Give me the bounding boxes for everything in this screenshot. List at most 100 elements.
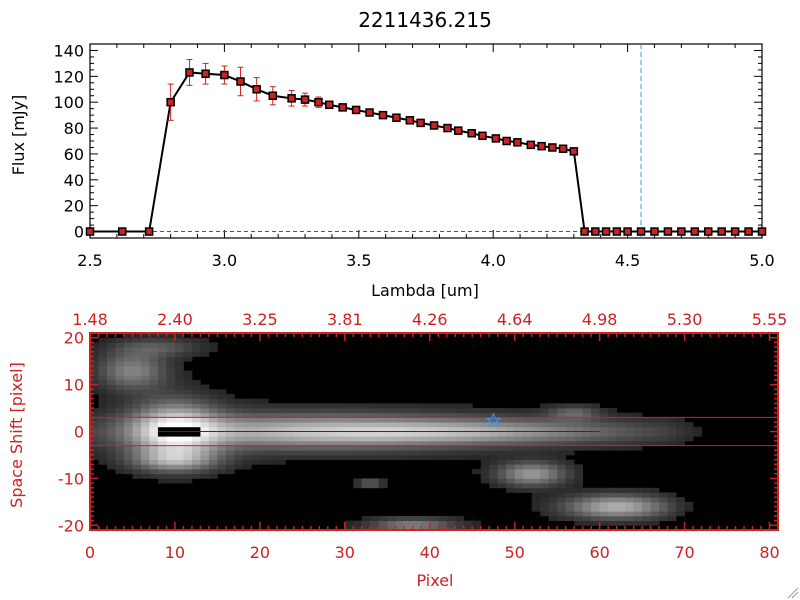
image-cell	[548, 478, 558, 484]
image-cell	[132, 412, 142, 418]
image-cell	[582, 511, 592, 517]
image-cell	[531, 487, 541, 493]
image-cell	[574, 426, 584, 432]
image-cell	[472, 445, 482, 451]
image-cell	[574, 436, 584, 442]
top-data-point	[513, 138, 522, 147]
image-cell	[370, 417, 380, 423]
image-cell	[208, 412, 218, 418]
image-cell	[327, 445, 337, 451]
image-cell	[157, 356, 167, 362]
image-cell	[191, 351, 201, 357]
image-cell	[455, 426, 465, 432]
image-cell	[523, 459, 533, 465]
image-cell	[310, 408, 320, 414]
image-cell	[183, 422, 193, 428]
image-cell	[327, 450, 337, 456]
image-cell	[106, 417, 116, 423]
image-cell	[344, 403, 354, 409]
image-cell	[463, 422, 473, 428]
image-cell	[480, 473, 490, 479]
image-cell	[98, 436, 108, 442]
image-cell	[625, 422, 635, 428]
top-x-tick-label: 3.5	[346, 251, 371, 270]
image-cell	[608, 515, 618, 522]
top-data-point	[663, 227, 673, 236]
image-cell	[480, 454, 490, 461]
image-cell	[98, 426, 108, 432]
spectrum-image-cells	[90, 333, 702, 531]
image-cell	[123, 440, 133, 446]
image-cell	[625, 440, 635, 446]
image-cell	[115, 417, 125, 423]
image-cell	[234, 440, 244, 446]
image-cell	[336, 422, 346, 428]
image-cell	[183, 389, 193, 395]
image-cell	[565, 436, 575, 442]
top-data-point	[118, 227, 127, 236]
image-cell	[123, 393, 133, 400]
image-cell	[642, 520, 651, 526]
top-data-point	[502, 136, 511, 146]
image-cell	[208, 393, 218, 400]
image-cell	[625, 497, 635, 503]
bottom-x-tick-label: 40	[420, 543, 440, 562]
image-cell	[378, 478, 388, 484]
image-cell	[591, 511, 601, 517]
top-data-point	[558, 144, 568, 154]
image-cell	[319, 431, 329, 437]
image-cell	[353, 417, 363, 423]
image-cell	[98, 356, 108, 362]
image-cell	[208, 347, 218, 353]
resize-grip-icon[interactable]	[787, 587, 799, 599]
image-cell	[302, 422, 312, 428]
image-cell	[123, 370, 133, 376]
image-cell	[574, 473, 584, 479]
image-cell	[302, 440, 312, 446]
image-cell	[540, 454, 550, 461]
image-cell	[319, 450, 329, 456]
image-cell	[200, 473, 210, 479]
image-cell	[336, 454, 346, 461]
image-cell	[506, 440, 516, 446]
image-cell	[506, 454, 516, 461]
image-cell	[200, 469, 210, 475]
image-cell	[234, 408, 244, 414]
image-cell	[361, 520, 371, 526]
top-data-point	[416, 118, 425, 128]
image-cell	[463, 445, 473, 451]
image-cell	[149, 375, 159, 381]
image-cell	[659, 431, 668, 437]
image-cell	[642, 487, 651, 493]
image-cell	[693, 431, 702, 437]
image-cell	[225, 426, 235, 432]
image-cell	[319, 417, 329, 423]
image-cell	[582, 506, 592, 512]
image-cell	[115, 342, 125, 348]
image-cell	[608, 408, 618, 414]
image-cell	[157, 347, 167, 353]
image-cell	[574, 464, 584, 470]
bottom-top-tick-label: 1.48	[72, 310, 108, 329]
image-cell	[90, 417, 99, 423]
image-cell	[132, 347, 142, 353]
image-cell	[251, 450, 261, 456]
image-cell	[183, 398, 193, 404]
image-cell	[208, 403, 218, 409]
image-cell	[387, 412, 397, 418]
image-cell	[659, 417, 668, 423]
image-cell	[395, 403, 405, 409]
image-cell	[132, 436, 142, 442]
image-cell	[191, 379, 201, 385]
image-cell	[106, 347, 116, 353]
image-cell	[642, 436, 651, 442]
image-cell	[455, 450, 465, 456]
image-cell	[106, 370, 116, 376]
image-cell	[208, 459, 218, 465]
image-cell	[234, 426, 244, 432]
image-cell	[650, 515, 660, 522]
image-cell	[642, 440, 651, 446]
image-cell	[582, 497, 592, 503]
image-cell	[523, 487, 533, 493]
image-cell	[616, 497, 626, 503]
